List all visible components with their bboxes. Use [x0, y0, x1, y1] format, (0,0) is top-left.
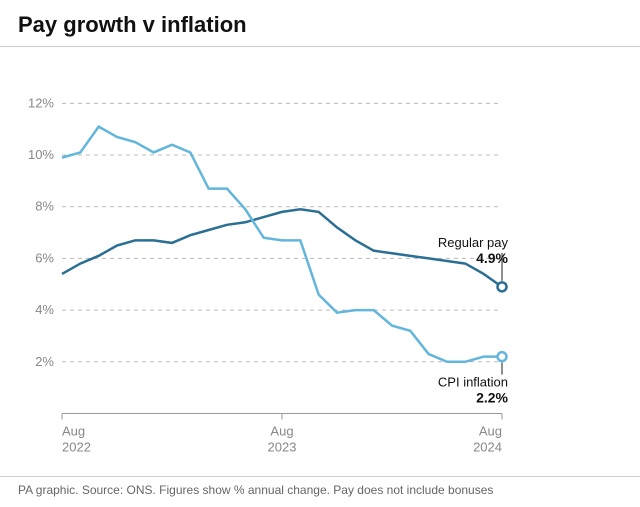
- series-end-marker: [498, 352, 507, 361]
- y-axis-label: 2%: [35, 354, 54, 369]
- callout-label: CPI inflation: [438, 375, 508, 390]
- y-axis-label: 8%: [35, 199, 54, 214]
- series-line: [62, 127, 502, 362]
- y-axis-label: 4%: [35, 302, 54, 317]
- series-end-marker: [498, 282, 507, 291]
- footer-caption: PA graphic. Source: ONS. Figures show % …: [0, 476, 640, 507]
- page-title: Pay growth v inflation: [18, 12, 622, 38]
- series-line: [62, 209, 502, 287]
- y-axis-label: 6%: [35, 250, 54, 265]
- x-axis-label-month: Aug: [479, 424, 502, 439]
- x-axis-label-year: 2022: [62, 440, 91, 455]
- x-axis-label-month: Aug: [62, 424, 85, 439]
- y-axis-label: 12%: [28, 95, 54, 110]
- callout-value: 2.2%: [476, 390, 508, 406]
- callout-value: 4.9%: [476, 250, 508, 266]
- line-chart: 2%4%6%8%10%12%Aug2022Aug2023Aug2024Regul…: [18, 67, 622, 468]
- y-axis-label: 10%: [28, 147, 54, 162]
- chart-container: Pay growth v inflation 2% 4% 6% 8% 10% 12% Aug…: [0, 0, 640, 507]
- title-bar: Pay growth v inflation: [0, 0, 640, 46]
- x-axis-label-year: 2024: [473, 440, 502, 455]
- callout-label: Regular pay: [438, 235, 509, 250]
- x-axis-label-year: 2023: [268, 440, 297, 455]
- x-axis-label-month: Aug: [270, 424, 293, 439]
- chart-area: 2%4%6%8%10%12%Aug2022Aug2023Aug2024Regul…: [0, 47, 640, 476]
